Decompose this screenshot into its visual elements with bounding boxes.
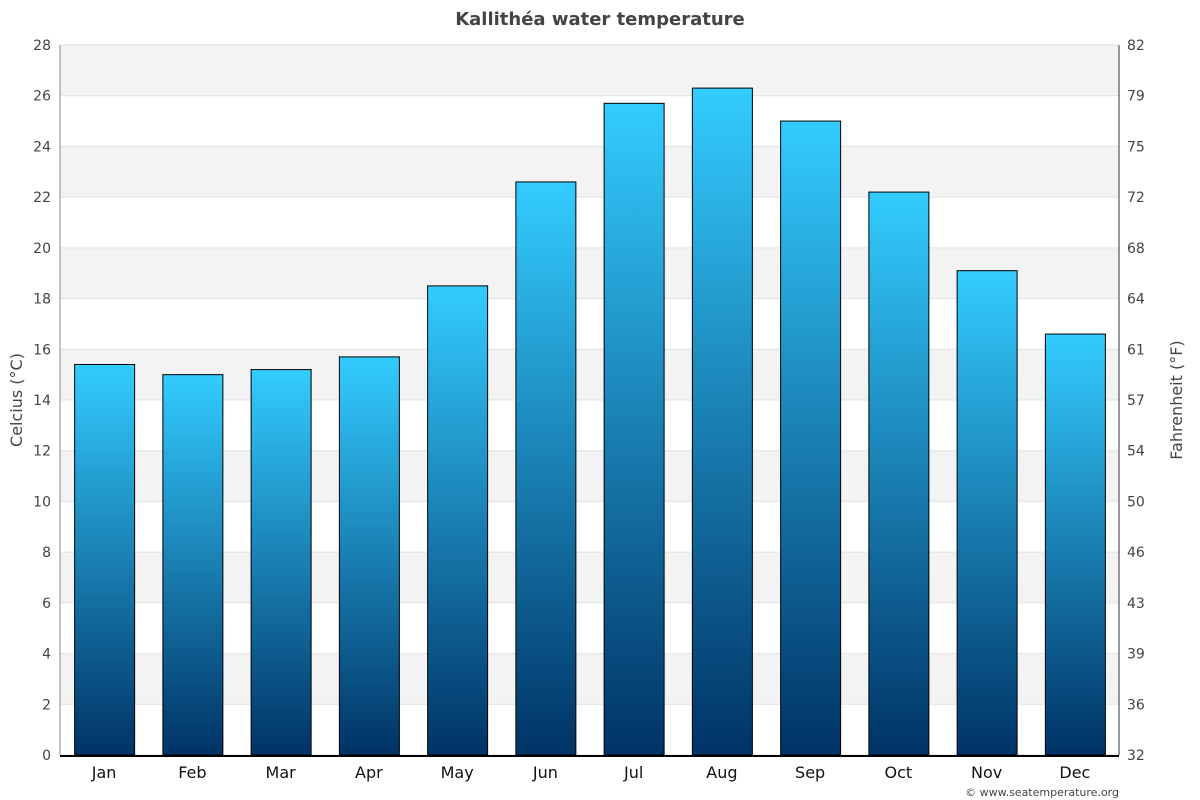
bar-feb	[162, 374, 224, 756]
x-tick-label: Jul	[623, 763, 643, 782]
y-right-tick-label: 46	[1127, 545, 1145, 561]
bar-jun	[515, 181, 577, 756]
y-tick-label: 18	[33, 292, 51, 308]
y-right-tick-label: 39	[1127, 647, 1145, 663]
y-tick-label: 12	[33, 444, 51, 460]
credit-text: © www.seatemperature.org	[965, 786, 1119, 799]
bar-nov	[956, 270, 1018, 756]
bar-jul	[603, 102, 665, 756]
y-right-tick-label: 50	[1127, 494, 1145, 510]
y-tick-label: 16	[33, 342, 51, 358]
chart-title: Kallithéa water temperature	[455, 9, 745, 30]
grid-band	[60, 146, 1119, 198]
y-tick-label: 8	[42, 545, 51, 561]
y-tick-label: 0	[42, 748, 51, 764]
y-right-tick-label: 43	[1127, 596, 1145, 612]
y-tick-label: 26	[33, 89, 51, 105]
y-right-tick-label: 72	[1127, 190, 1145, 206]
grid-band	[60, 349, 1119, 400]
x-tick-label: Oct	[885, 763, 913, 782]
bar-sep	[780, 120, 842, 756]
y-right-tick-label: 32	[1127, 748, 1145, 764]
grid-band	[60, 45, 1119, 96]
y-tick-label: 28	[33, 38, 51, 54]
x-tick-label: Sep	[795, 763, 825, 782]
x-tick-label: Jun	[532, 763, 558, 782]
y-tick-label: 4	[42, 647, 51, 663]
grid-band	[60, 450, 1119, 502]
y-axis-label: Celcius (°C)	[7, 353, 26, 447]
x-tick-label: May	[441, 763, 474, 782]
y-axis-right-label: Fahrenheit (°F)	[1167, 340, 1186, 459]
grid-band	[60, 247, 1119, 299]
x-tick-label: Aug	[706, 763, 737, 782]
y-right-tick-label: 82	[1127, 38, 1145, 54]
x-tick-label: Jan	[91, 763, 117, 782]
y-tick-label: 20	[33, 241, 51, 257]
bar-dec	[1044, 333, 1106, 756]
y-tick-label: 14	[33, 393, 51, 409]
y-right-tick-label: 79	[1127, 89, 1145, 105]
bar-oct	[868, 191, 930, 756]
y-right-tick-label: 36	[1127, 697, 1145, 713]
bar-mar	[250, 369, 312, 756]
grid-band	[60, 552, 1119, 603]
y-right-tick-label: 68	[1127, 241, 1145, 257]
y-tick-label: 6	[42, 596, 51, 612]
x-tick-label: Apr	[355, 763, 383, 782]
x-tick-label: Mar	[266, 763, 297, 782]
grid-band	[60, 653, 1119, 705]
bar-may	[427, 285, 489, 756]
bar-aug	[691, 87, 753, 756]
x-tick-label: Feb	[178, 763, 206, 782]
bar-jan	[74, 364, 136, 756]
x-tick-label: Dec	[1059, 763, 1090, 782]
y-right-tick-label: 64	[1127, 292, 1145, 308]
y-tick-label: 2	[42, 697, 51, 713]
bar-apr	[338, 356, 400, 756]
y-right-tick-label: 61	[1127, 342, 1145, 358]
x-tick-label: Nov	[971, 763, 1002, 782]
y-tick-label: 22	[33, 190, 51, 206]
y-right-tick-label: 75	[1127, 139, 1145, 155]
y-tick-label: 10	[33, 494, 51, 510]
y-right-tick-label: 54	[1127, 444, 1145, 460]
y-right-tick-label: 57	[1127, 393, 1145, 409]
y-tick-label: 24	[33, 139, 51, 155]
